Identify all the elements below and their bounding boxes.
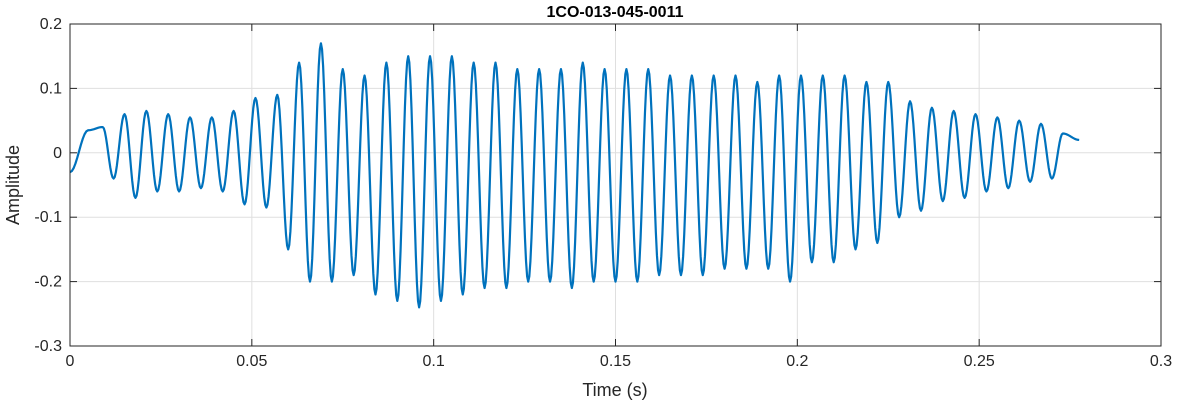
- y-axis-ticks: -0.3 -0.2 -0.1 0 0.1 0.2: [34, 16, 1161, 355]
- x-axis-label: Time (s): [582, 380, 647, 400]
- x-axis-ticks: 0 0.05 0.1 0.15 0.2 0.25 0.3: [66, 24, 1172, 370]
- x-tick-label: 0.25: [964, 353, 995, 370]
- x-tick-label: 0.1: [423, 353, 445, 370]
- signal-line: [69, 42, 1080, 309]
- x-tick-label: 0.05: [236, 353, 267, 370]
- x-tick-label: 0.3: [1150, 353, 1172, 370]
- y-tick-label: 0.2: [40, 16, 62, 33]
- y-tick-label: 0.1: [40, 80, 62, 97]
- y-axis-label: Amplitude: [3, 145, 23, 225]
- x-tick-label: 0.2: [786, 353, 808, 370]
- y-tick-label: -0.2: [34, 274, 62, 291]
- y-tick-label: -0.1: [34, 209, 62, 226]
- y-tick-label: -0.3: [34, 338, 62, 355]
- x-tick-label: 0: [66, 353, 75, 370]
- chart-title: 1CO-013-045-0011: [547, 4, 684, 21]
- x-tick-label: 0.15: [600, 353, 631, 370]
- y-tick-label: 0: [53, 145, 62, 162]
